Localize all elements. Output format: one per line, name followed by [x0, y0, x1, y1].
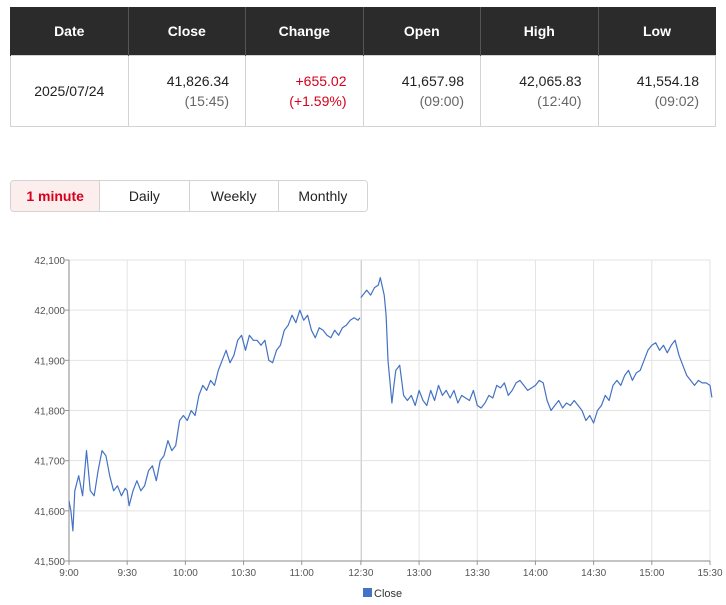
- x-tick-label: 14:00: [523, 568, 548, 579]
- y-tick-label: 41,500: [34, 557, 65, 568]
- tab-1-minute[interactable]: 1 minute: [11, 181, 100, 211]
- x-tick-label: 14:30: [581, 568, 606, 579]
- table-header-row: Date Close Change Open High Low: [10, 7, 716, 56]
- open-time: (09:00): [419, 93, 464, 109]
- close-series-line-afternoon: [360, 277, 713, 424]
- header-high: High: [480, 7, 598, 56]
- close-time: (15:45): [184, 93, 229, 109]
- x-tick-label: 15:00: [639, 568, 664, 579]
- high-value: 42,065.83: [519, 73, 582, 89]
- x-tick-label: 13:00: [407, 568, 432, 579]
- legend-swatch: [363, 588, 372, 597]
- tab-weekly[interactable]: Weekly: [188, 181, 278, 211]
- open-value: 41,657.98: [401, 73, 464, 89]
- x-tick-label: 10:30: [231, 568, 256, 579]
- change-cell: +655.02 (+1.59%): [245, 55, 364, 127]
- quote-summary-table: Date Close Change Open High Low 2025/07/…: [10, 7, 716, 127]
- high-time: (12:40): [537, 93, 582, 109]
- y-tick-label: 41,600: [34, 507, 65, 518]
- x-tick-label: 13:30: [465, 568, 490, 579]
- header-date: Date: [10, 7, 128, 56]
- header-close: Close: [127, 7, 246, 56]
- legend-label: Close: [374, 588, 402, 600]
- y-tick-label: 41,700: [34, 457, 65, 468]
- close-cell: 41,826.34 (15:45): [127, 55, 246, 127]
- x-tick-label: 10:00: [173, 568, 198, 579]
- low-time: (09:02): [654, 93, 699, 109]
- y-tick-label: 42,000: [34, 306, 65, 317]
- tab-daily[interactable]: Daily: [99, 181, 189, 211]
- change-value: +655.02: [295, 73, 347, 89]
- close-value: 41,826.34: [166, 73, 229, 89]
- low-value: 41,554.18: [636, 73, 699, 89]
- x-tick-label: 12:30: [348, 568, 373, 579]
- interval-tabs: 1 minute Daily Weekly Monthly: [10, 180, 368, 212]
- open-cell: 41,657.98 (09:00): [362, 55, 481, 127]
- intraday-line-chart: 41,500 41,600 41,700 41,800 41,900 42,000 42,1…: [34, 256, 723, 600]
- y-tick-label: 41,800: [34, 407, 65, 418]
- y-tick-label: 41,900: [34, 356, 65, 367]
- low-cell: 41,554.18 (09:02): [597, 55, 716, 127]
- close-series-line-morning: [68, 309, 361, 532]
- x-tick-label: 9:30: [117, 568, 137, 579]
- change-percent: (+1.59%): [289, 93, 347, 109]
- y-tick-label: 42,100: [34, 256, 65, 267]
- table-row: 2025/07/24 41,826.34 (15:45) +655.02 (+1…: [10, 55, 716, 127]
- x-tick-label: 11:00: [290, 568, 315, 579]
- x-tick-label: 9:00: [59, 568, 79, 579]
- x-tick-label: 15:30: [697, 568, 722, 579]
- header-change: Change: [245, 7, 363, 56]
- date-value: 2025/07/24: [34, 83, 105, 99]
- header-low: Low: [597, 7, 716, 56]
- tab-monthly[interactable]: Monthly: [277, 181, 367, 211]
- date-cell: 2025/07/24: [10, 55, 129, 127]
- header-open: Open: [362, 7, 481, 56]
- high-cell: 42,065.83 (12:40): [480, 55, 599, 127]
